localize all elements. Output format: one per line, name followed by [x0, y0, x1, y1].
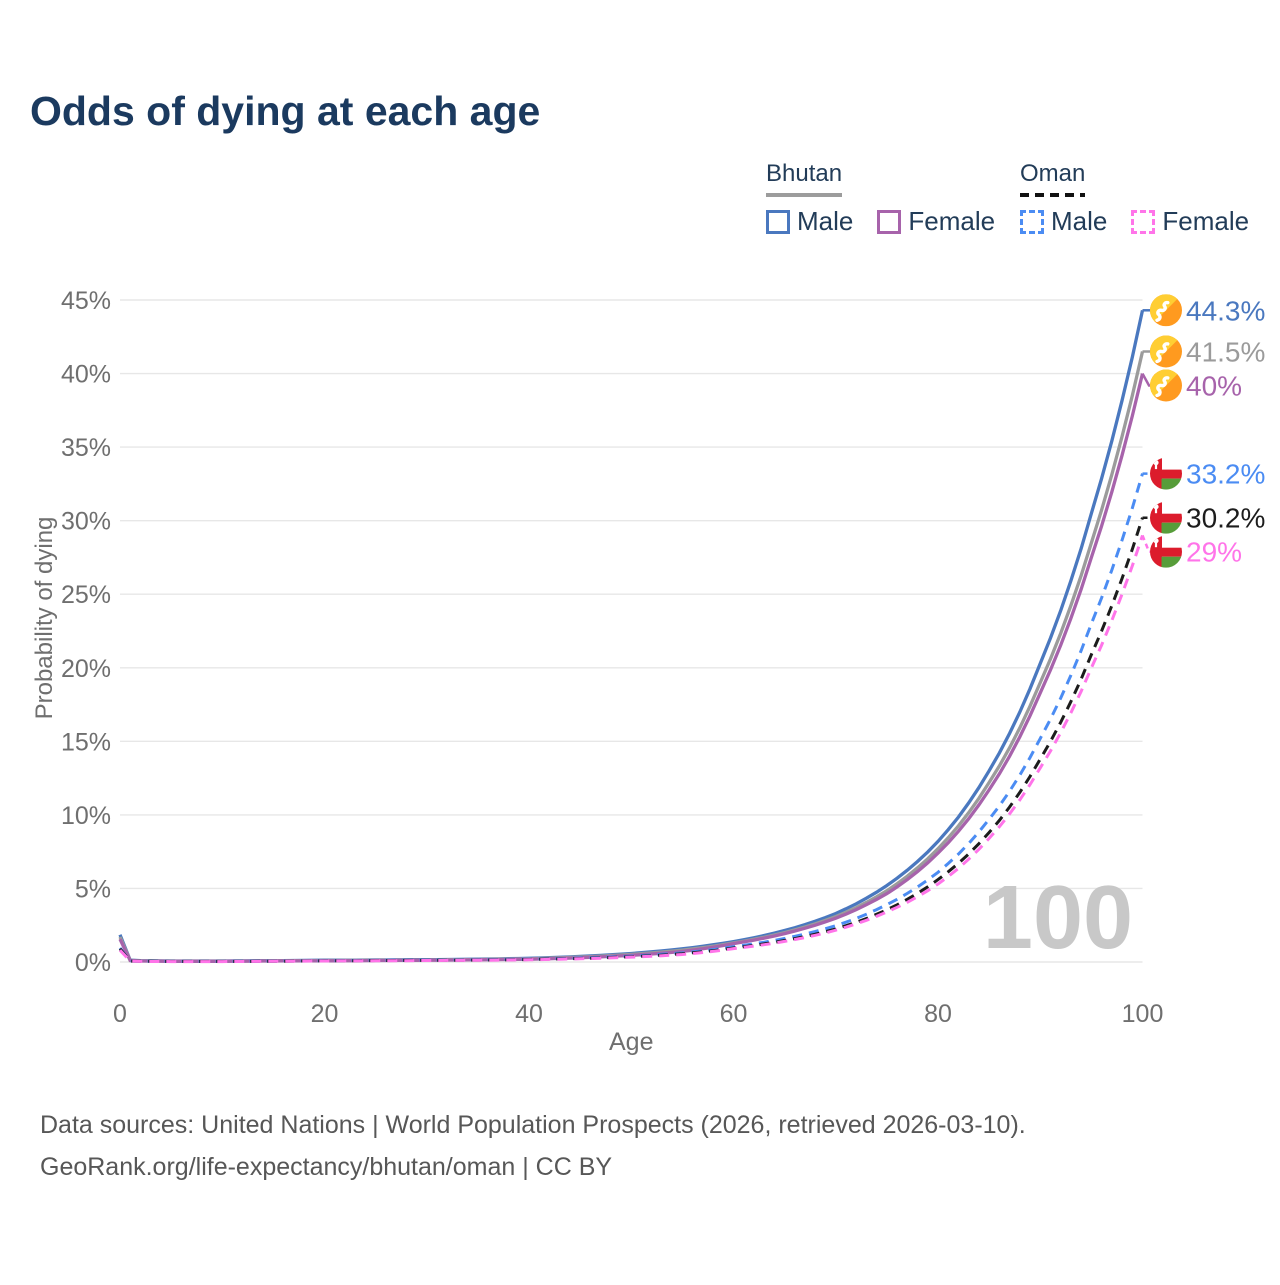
y-tick-label: 45% [61, 287, 111, 315]
bhutan-flag-icon [1150, 294, 1182, 326]
legend-item-bhutan-male[interactable]: Male [766, 206, 853, 237]
y-tick-label: 10% [61, 802, 111, 830]
data-sources-line: Data sources: United Nations | World Pop… [40, 1111, 1026, 1139]
legend-item-oman-female[interactable]: Female [1131, 206, 1249, 237]
axis-labels: 0% 5% 10% 15% 20% 25% 30% 35% 40% 45% 0 20 40 60 80 100… [31, 287, 1163, 1056]
legend-item-label: Female [908, 206, 996, 236]
x-tick-label: 20 [311, 1000, 339, 1028]
legend-bhutan-label: Bhutan [766, 160, 843, 187]
end-value-label: 44.3% [1186, 295, 1265, 326]
series-line-oman-female[interactable] [118, 534, 1144, 964]
legend-bhutan-items: Male Female [766, 206, 995, 237]
legend-item-label: Female [1162, 206, 1250, 236]
bhutan-male-swatch-icon [766, 209, 790, 234]
legend-oman-header: Oman [1020, 160, 1086, 197]
bhutan-flag-icon [1150, 370, 1182, 402]
y-tick-label: 20% [61, 655, 111, 683]
x-tick-label: 60 [720, 1000, 748, 1028]
legend-oman-label: Oman [1020, 160, 1086, 187]
license-line: GeoRank.org/life-expectancy/bhutan/oman … [40, 1153, 613, 1181]
x-tick-label: 0 [113, 1000, 127, 1028]
x-tick-label: 100 [1122, 1000, 1164, 1028]
y-axis-title: Probability of dying [31, 517, 58, 720]
legend-group-oman: Oman Male Female [1020, 160, 1249, 237]
page-title: Odds of dying at each age [30, 88, 541, 134]
y-tick-label: 35% [61, 434, 111, 462]
bhutan-flag-icon [1150, 336, 1182, 368]
end-value-label: 41.5% [1186, 337, 1265, 368]
end-value-label: 40% [1186, 371, 1242, 402]
end-value-label: 33.2% [1186, 459, 1265, 490]
legend-oman-underline [1020, 193, 1086, 197]
legend: Bhutan Male Female Oman [0, 160, 1280, 250]
age-watermark: 100 [983, 868, 1133, 968]
oman-flag-icon [1150, 502, 1183, 534]
bhutan-female-swatch-icon [877, 209, 902, 234]
oman-flag-icon [1150, 458, 1183, 490]
y-tick-label: 30% [61, 508, 111, 536]
x-tick-label: 40 [515, 1000, 543, 1028]
end-labels: 44.3% 41.5%40% 33.2% 30.2%29% [1141, 294, 1265, 568]
oman-flag-icon [1150, 536, 1183, 568]
legend-group-bhutan: Bhutan Male Female [766, 160, 995, 237]
legend-bhutan-underline [766, 193, 843, 197]
y-tick-label: 5% [75, 875, 111, 903]
legend-bhutan-header: Bhutan [766, 160, 843, 197]
y-tick-label: 40% [61, 361, 111, 389]
source-attribution: Data sources: United Nations | World Pop… [40, 1104, 1190, 1188]
legend-oman-items: Male Female [1020, 206, 1249, 237]
oman-male-swatch-icon [1020, 209, 1044, 234]
end-value-label: 30.2% [1186, 503, 1265, 534]
legend-item-label: Male [1051, 206, 1108, 236]
series-lines [118, 309, 1145, 964]
legend-item-oman-male[interactable]: Male [1020, 206, 1107, 237]
y-tick-label: 0% [75, 949, 111, 977]
gridlines [120, 299, 1143, 963]
y-tick-label: 15% [61, 728, 111, 756]
x-axis-title: Age [609, 1028, 653, 1056]
y-tick-label: 25% [61, 581, 111, 609]
x-tick-label: 80 [924, 1000, 952, 1028]
end-value-label: 29% [1186, 537, 1242, 568]
watermark: 100 [983, 868, 1133, 968]
oman-female-swatch-icon [1131, 209, 1156, 234]
legend-item-bhutan-female[interactable]: Female [877, 206, 995, 237]
series-line-bhutan-male[interactable] [118, 309, 1145, 963]
legend-item-label: Male [797, 206, 854, 236]
